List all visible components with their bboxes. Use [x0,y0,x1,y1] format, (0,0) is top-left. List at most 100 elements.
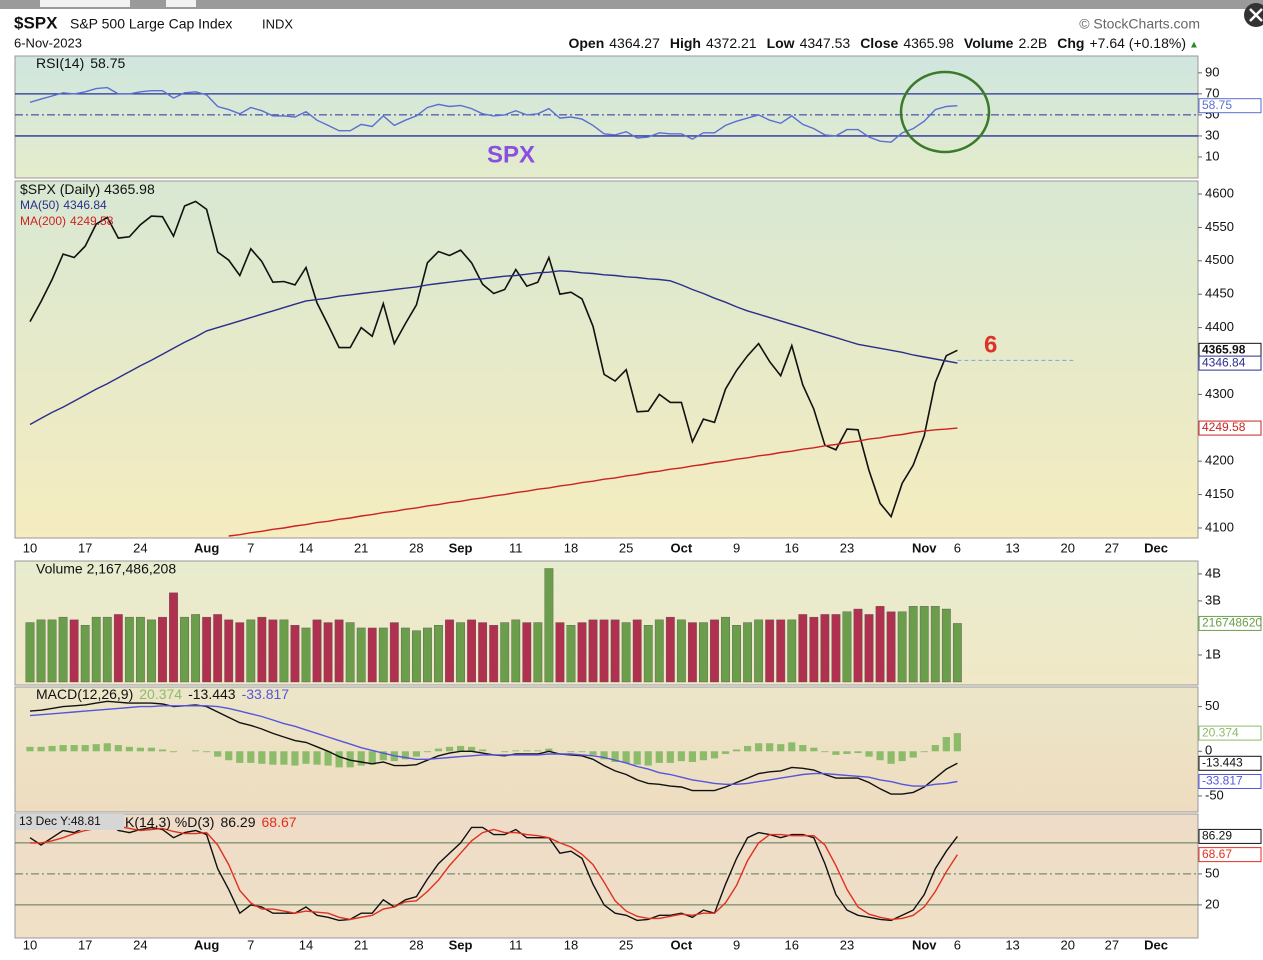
bar [180,616,189,683]
bar [91,616,101,683]
legend-name: MA(50) [20,198,59,212]
bar [25,622,35,683]
value-box [1198,355,1262,371]
quote-label: Chg [1057,35,1084,51]
bar [567,751,575,753]
x-tick-label: Dec [1144,540,1168,555]
bar [135,616,145,683]
bar [577,622,587,683]
indicator-name: MACD(12,26,9) [36,686,133,702]
value-box-label: 2167486208 [1202,616,1263,630]
bar [136,747,144,752]
bar [788,742,796,752]
value-box-label: -13.443 [1202,755,1243,769]
bar [799,745,807,752]
bar [445,619,454,683]
brand: © StockCharts.com [1079,16,1200,32]
y-tick-label: 50 [1205,698,1219,713]
x-tick-label: 25 [619,540,633,555]
bar [688,622,697,683]
x-tick-label: Aug [194,937,219,952]
bar [820,614,830,683]
value-box-label: 68.67 [1202,847,1232,861]
bar [114,745,122,752]
x-tick-label: Oct [671,540,693,555]
bar [389,622,399,683]
panel-background [14,813,1199,939]
bar [334,619,344,683]
bar [512,750,520,752]
bar [511,619,521,683]
panel-title: MACD(12,26,9) 20.374 -13.443 -33.817 [36,686,289,702]
bar [821,751,829,753]
bar [721,751,730,754]
x-tick-label: Nov [912,540,937,555]
bar [676,619,686,683]
bar [158,749,167,752]
bar [732,625,741,683]
quote-value: +7.64 (+0.18%) [1089,35,1186,51]
bar [423,751,432,753]
bar [102,616,112,683]
indicator-value: -33.817 [242,686,290,702]
bar [798,614,808,683]
bar [611,751,619,762]
symbol: $SPX [14,13,58,32]
bar [732,749,741,752]
bar [191,614,200,683]
y-tick-label: 4200 [1205,453,1234,468]
bar [324,751,332,766]
cursor-label: 13 Dec Y:48.81 [19,814,101,828]
bar [356,627,366,683]
bar [125,746,133,752]
bar [313,751,321,765]
quote-label: High [670,35,701,51]
value-box-label: 4249.58 [1202,420,1246,434]
close-button[interactable] [1244,3,1263,27]
bar [124,616,134,683]
bar [787,619,797,683]
quote-value: 4364.27 [609,35,660,51]
x-tick-label: 14 [299,540,313,555]
bar [776,619,786,683]
value-box-label: 4365.98 [1202,342,1246,356]
bar [147,619,156,683]
bar [622,751,630,763]
x-tick-label: 20 [1061,937,1075,952]
bar [655,751,663,763]
bar [312,619,322,683]
bar [942,737,950,752]
x-tick-label: 7 [247,937,254,952]
bar [357,751,365,766]
bar [434,748,443,752]
x-tick-label: Aug [194,540,219,555]
bar [367,627,377,683]
bar [412,630,421,683]
indicator-value: 20.374 [139,686,182,702]
annotation: 6 [984,331,997,358]
exchange: INDX [262,16,293,31]
quote-value: 2.2B [1018,35,1047,51]
bar [302,751,310,764]
quote-value: 4372.21 [706,35,757,51]
bar [291,751,299,766]
bar [699,622,708,683]
bar [235,622,245,683]
bar [755,743,763,752]
y-tick-label: 10 [1205,148,1219,163]
annotation: SPX [487,141,535,168]
bar [47,619,57,683]
bar [545,748,553,752]
highlight-circle [899,70,991,154]
y-tick-label: 4B [1205,565,1221,580]
quote-value: 4365.98 [903,35,954,51]
bar [600,751,608,760]
bar [478,622,488,683]
panel-background [14,55,1199,179]
x-tick-label: 28 [409,937,423,952]
bar [192,750,200,752]
bar [654,619,664,683]
value-box [1198,773,1262,789]
